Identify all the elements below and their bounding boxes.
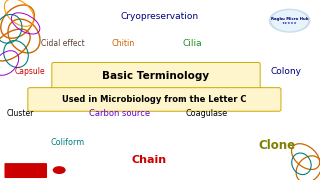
FancyBboxPatch shape [52,62,260,89]
Text: Basic Terminology: Basic Terminology [102,71,209,81]
Text: Coliform: Coliform [50,138,84,147]
Circle shape [53,167,65,173]
Text: ★★★★★: ★★★★★ [282,21,297,25]
Text: Cluster: Cluster [7,109,35,118]
Text: Chitin: Chitin [112,39,135,48]
Circle shape [269,9,310,32]
FancyBboxPatch shape [28,88,281,111]
Text: Chain: Chain [131,155,166,165]
Text: Colony: Colony [271,68,302,76]
Text: Cidal effect: Cidal effect [41,39,84,48]
Text: SUBSCRIBE: SUBSCRIBE [10,168,45,173]
Text: Clone: Clone [258,139,295,152]
Text: Used in Microbiology from the Letter C: Used in Microbiology from the Letter C [62,95,247,104]
Text: Carbon source: Carbon source [89,109,151,118]
Text: Cilia: Cilia [182,39,202,48]
Circle shape [272,11,307,31]
Text: Ragbu Micro Hub: Ragbu Micro Hub [271,17,308,21]
FancyBboxPatch shape [4,163,47,178]
Text: Cryopreservation: Cryopreservation [121,12,199,21]
Text: Capsule: Capsule [15,68,46,76]
Text: Coagulase: Coagulase [185,109,228,118]
